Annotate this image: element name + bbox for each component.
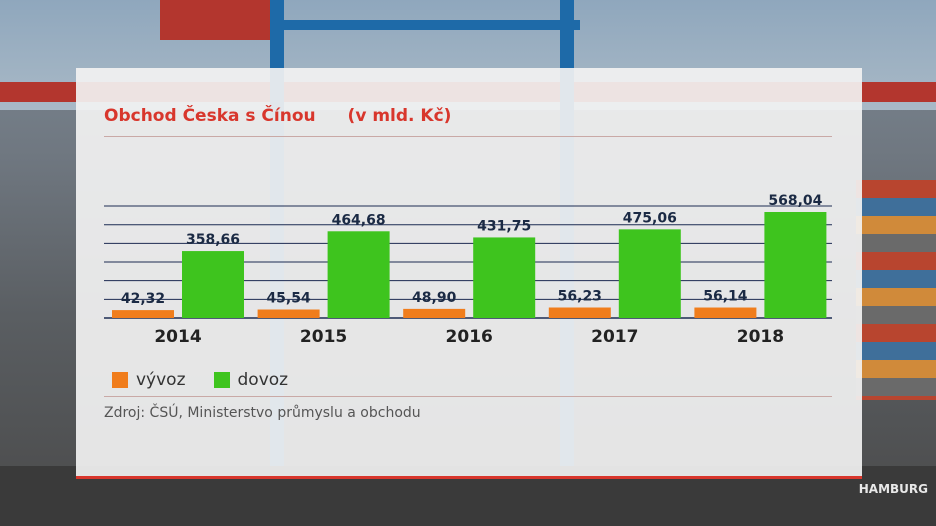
legend-swatch-import [213, 372, 230, 388]
data-label-export-2016: 48,90 [412, 290, 457, 306]
bar-import-2018 [764, 212, 827, 318]
data-label-import-2016: 431,75 [477, 218, 531, 234]
legend-item-export: vývoz [112, 370, 186, 390]
container-stack [856, 180, 936, 400]
crane-cabin [160, 0, 270, 40]
ship-name: HAMBURG [858, 482, 928, 496]
data-label-import-2015: 464,68 [332, 212, 386, 228]
source-note: Zdroj: ČSÚ, Ministerstvo průmyslu a obch… [104, 405, 421, 421]
bar-import-2016 [473, 237, 536, 318]
bar-export-2018 [694, 307, 757, 318]
chart-panel: Obchod Česka s Čínou (v mld. Kč) 42,32 35… [76, 68, 862, 479]
bar-chart: 42,32 358,66 2014 45,54 464,68 2015 48,90 431,7… [104, 193, 832, 347]
chart-title-row: Obchod Česka s Čínou (v mld. Kč) [104, 106, 451, 126]
legend-label-export: vývoz [136, 370, 186, 390]
legend: vývoz dovoz [112, 370, 316, 390]
bar-export-2016 [403, 308, 466, 318]
data-label-export-2018: 56,14 [703, 289, 748, 305]
legend-swatch-export [112, 372, 128, 388]
data-label-import-2018: 568,04 [768, 193, 822, 209]
data-label-export-2014: 42,32 [121, 291, 165, 307]
data-label-export-2017: 56,23 [558, 289, 602, 305]
title-rule [104, 136, 832, 137]
source-rule [104, 396, 832, 397]
legend-item-import: dovoz [213, 370, 289, 390]
x-tick-2018: 2018 [737, 327, 784, 347]
bar-import-2015 [327, 231, 390, 318]
crane-cross-beam [270, 20, 580, 30]
bar-export-2017 [548, 307, 611, 318]
x-tick-2016: 2016 [446, 327, 493, 347]
bar-import-2017 [618, 229, 681, 318]
bar-import-2014 [182, 251, 244, 318]
data-label-export-2015: 45,54 [266, 291, 311, 307]
x-tick-2014: 2014 [154, 327, 201, 347]
x-tick-2017: 2017 [591, 327, 638, 347]
chart-title: Obchod Česka s Čínou [104, 106, 316, 126]
bar-export-2014 [112, 310, 174, 318]
bar-export-2015 [257, 309, 320, 318]
data-label-import-2014: 358,66 [186, 232, 240, 248]
chart-unit: (v mld. Kč) [347, 106, 452, 126]
data-label-import-2017: 475,06 [623, 210, 677, 226]
legend-label-import: dovoz [237, 370, 289, 390]
x-tick-2015: 2015 [300, 327, 347, 347]
